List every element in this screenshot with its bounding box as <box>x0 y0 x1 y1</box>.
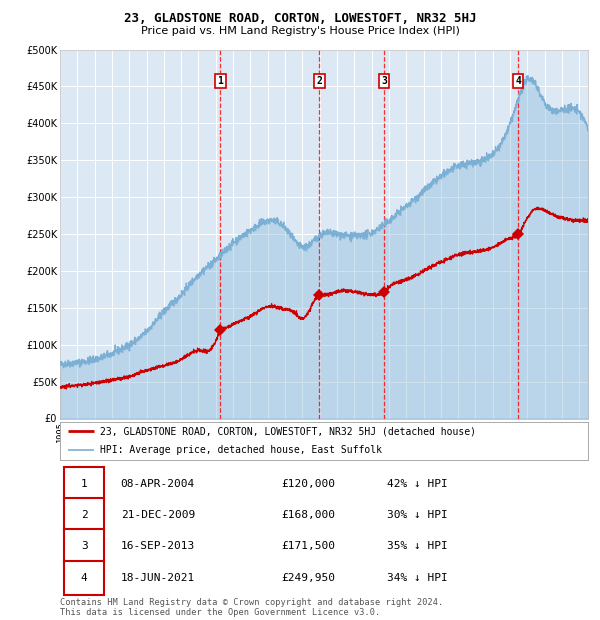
Text: 16-SEP-2013: 16-SEP-2013 <box>121 541 195 551</box>
Text: 35% ↓ HPI: 35% ↓ HPI <box>388 541 448 551</box>
Text: 3: 3 <box>381 76 387 86</box>
Text: 1: 1 <box>218 76 223 86</box>
Text: £171,500: £171,500 <box>282 541 336 551</box>
Text: 42% ↓ HPI: 42% ↓ HPI <box>388 479 448 489</box>
Text: £249,950: £249,950 <box>282 573 336 583</box>
Text: 23, GLADSTONE ROAD, CORTON, LOWESTOFT, NR32 5HJ: 23, GLADSTONE ROAD, CORTON, LOWESTOFT, N… <box>124 12 476 25</box>
FancyBboxPatch shape <box>64 560 104 595</box>
Text: 4: 4 <box>81 573 88 583</box>
Text: £120,000: £120,000 <box>282 479 336 489</box>
Text: 30% ↓ HPI: 30% ↓ HPI <box>388 510 448 520</box>
Text: 21-DEC-2009: 21-DEC-2009 <box>121 510 195 520</box>
Text: 18-JUN-2021: 18-JUN-2021 <box>121 573 195 583</box>
Text: HPI: Average price, detached house, East Suffolk: HPI: Average price, detached house, East… <box>100 445 382 456</box>
Text: 3: 3 <box>81 541 88 551</box>
Text: 2: 2 <box>81 510 88 520</box>
Text: £168,000: £168,000 <box>282 510 336 520</box>
Text: 34% ↓ HPI: 34% ↓ HPI <box>388 573 448 583</box>
Text: 2: 2 <box>316 76 322 86</box>
FancyBboxPatch shape <box>64 498 104 532</box>
Text: 1: 1 <box>81 479 88 489</box>
Text: Contains HM Land Registry data © Crown copyright and database right 2024.
This d: Contains HM Land Registry data © Crown c… <box>60 598 443 617</box>
FancyBboxPatch shape <box>64 467 104 501</box>
Text: 08-APR-2004: 08-APR-2004 <box>121 479 195 489</box>
Text: 23, GLADSTONE ROAD, CORTON, LOWESTOFT, NR32 5HJ (detached house): 23, GLADSTONE ROAD, CORTON, LOWESTOFT, N… <box>100 426 476 436</box>
FancyBboxPatch shape <box>64 529 104 564</box>
Text: Price paid vs. HM Land Registry's House Price Index (HPI): Price paid vs. HM Land Registry's House … <box>140 26 460 36</box>
Text: 4: 4 <box>515 76 521 86</box>
